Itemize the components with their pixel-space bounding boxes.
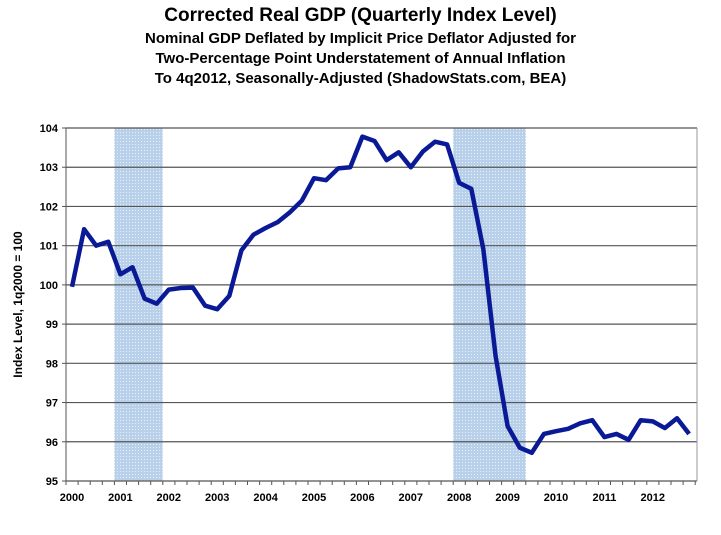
y-tick-label: 99 <box>46 319 58 331</box>
x-tick-label: 2003 <box>205 492 229 504</box>
x-tick-label: 2009 <box>495 492 519 504</box>
y-tick-label: 104 <box>40 123 59 135</box>
y-tick-label: 101 <box>40 241 58 253</box>
x-tick-label: 2005 <box>302 492 326 504</box>
x-tick-label: 2011 <box>592 492 616 504</box>
chart-title: Corrected Real GDP (Quarterly Index Leve… <box>164 5 557 26</box>
x-tick-label: 2002 <box>157 492 181 504</box>
y-tick-label: 98 <box>46 358 58 370</box>
y-tick-label: 96 <box>46 437 58 449</box>
x-tick-label: 2007 <box>399 492 423 504</box>
x-tick-label: 2004 <box>253 492 278 504</box>
x-tick-label: 2008 <box>447 492 471 504</box>
x-tick-label: 2012 <box>641 492 665 504</box>
x-tick-label: 2000 <box>60 492 84 504</box>
x-tick-label: 2006 <box>350 492 374 504</box>
y-tick-label: 102 <box>40 201 58 213</box>
x-tick-label: 2001 <box>108 492 132 504</box>
y-axis-label: Index Level, 1q2000 = 100 <box>11 231 25 378</box>
chart-subtitle-2: Two-Percentage Point Understatement of A… <box>155 50 566 67</box>
y-tick-label: 97 <box>46 398 58 410</box>
chart-subtitle-1: Nominal GDP Deflated by Implicit Price D… <box>145 30 576 47</box>
chart-subtitle-3: To 4q2012, Seasonally-Adjusted (ShadowSt… <box>154 70 567 87</box>
series-line <box>69 134 691 456</box>
y-tick-label: 100 <box>40 280 58 292</box>
y-tick-label: 95 <box>46 476 58 488</box>
x-tick-label: 2010 <box>544 492 568 504</box>
y-tick-label: 103 <box>40 162 58 174</box>
